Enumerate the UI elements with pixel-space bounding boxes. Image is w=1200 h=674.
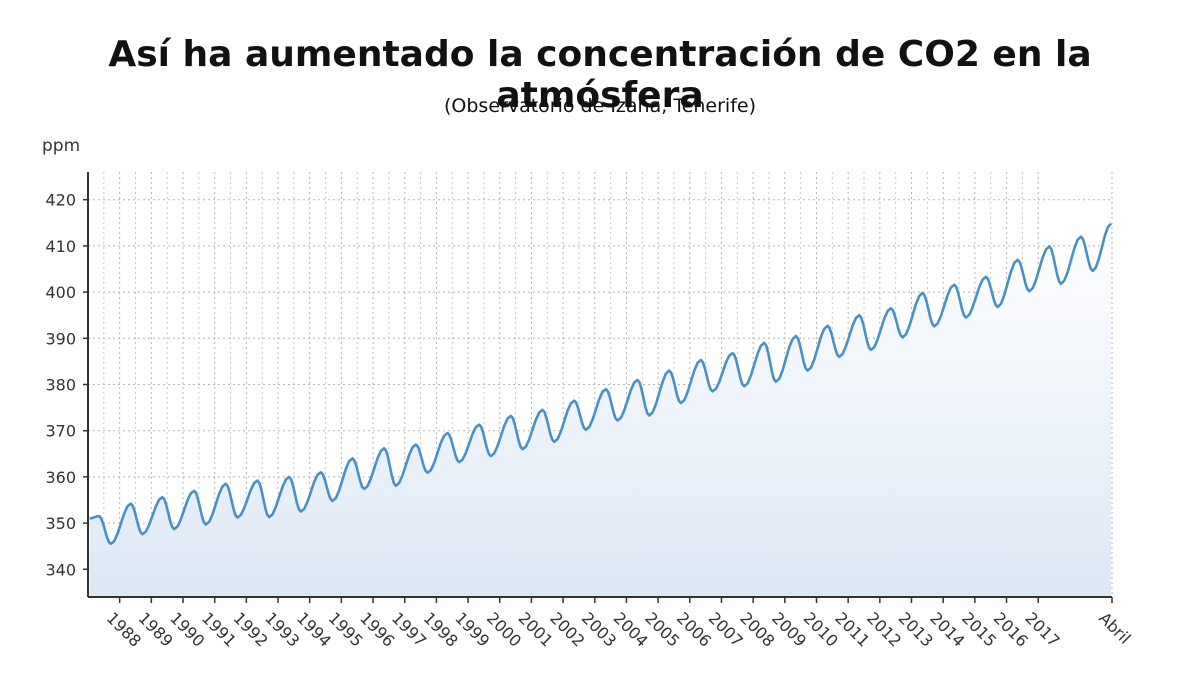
- x-tick-label: 1999: [451, 608, 493, 650]
- y-tick-label: 360: [45, 468, 76, 487]
- line-layer: [89, 222, 1112, 546]
- x-tick-label: 1991: [198, 608, 240, 650]
- x-tick-label: 2010: [800, 608, 842, 650]
- co2-area-fill: [89, 223, 1112, 597]
- x-tick-label: 1994: [293, 608, 335, 650]
- y-axis-unit-label: ppm: [42, 136, 81, 156]
- x-tick-label: 2004: [610, 608, 652, 650]
- x-tick-labels: 1988198919901991199219931994199519961997…: [103, 608, 1135, 650]
- y-tick-labels: 340 350 360 370 380 390 400 410 420: [45, 191, 76, 580]
- y-tick-label: 410: [45, 237, 76, 256]
- x-tick-label: 1989: [135, 608, 177, 650]
- x-tick-label: 1990: [166, 608, 208, 650]
- y-tick-label: 370: [45, 422, 76, 441]
- x-tick-label: 2006: [673, 608, 715, 650]
- y-tick-label: 350: [45, 514, 76, 533]
- x-tick-label: 1996: [356, 608, 398, 650]
- chart-title: Así ha aumentado la concentración de CO2…: [108, 34, 1092, 116]
- x-tick-label: 2009: [768, 608, 810, 650]
- x-tick-label: 2016: [990, 608, 1032, 650]
- x-tick-label: 2008: [736, 608, 778, 650]
- x-tick-label: 1993: [261, 608, 303, 650]
- chart-subtitle: (Observatorio de Izaña, Tenerife): [444, 95, 756, 117]
- x-tick-label: 2002: [546, 608, 588, 650]
- x-tick-label: 1992: [230, 608, 272, 650]
- x-tick-label: 2000: [483, 608, 525, 650]
- x-tick-label: Abril: [1095, 608, 1134, 647]
- x-tick-label: 1998: [420, 608, 462, 650]
- co2-series-line: [89, 222, 1112, 546]
- x-tick-label: 2007: [705, 608, 747, 650]
- x-tick-label: 1995: [325, 608, 367, 650]
- x-tick-label: 2015: [958, 608, 1000, 650]
- y-tick-label: 340: [45, 560, 76, 579]
- y-tick-label: 390: [45, 329, 76, 348]
- x-tick-label: 2003: [578, 608, 620, 650]
- y-tick-label: 380: [45, 376, 76, 395]
- x-tick-label: 1997: [388, 608, 430, 650]
- x-tick-label: 2011: [831, 608, 873, 650]
- x-tick-label: 2005: [641, 608, 683, 650]
- y-tick-label: 420: [45, 191, 76, 210]
- x-tick-label: 2014: [926, 608, 968, 650]
- y-tick-label: 400: [45, 283, 76, 302]
- x-tick-label: 2017: [1021, 608, 1063, 650]
- x-tick-label: 2013: [895, 608, 937, 650]
- area-layer: [89, 223, 1112, 597]
- x-tick-label: 2012: [863, 608, 905, 650]
- x-tick-label: 1988: [103, 608, 145, 650]
- axes: [83, 172, 1113, 603]
- x-tick-label: 2001: [515, 608, 557, 650]
